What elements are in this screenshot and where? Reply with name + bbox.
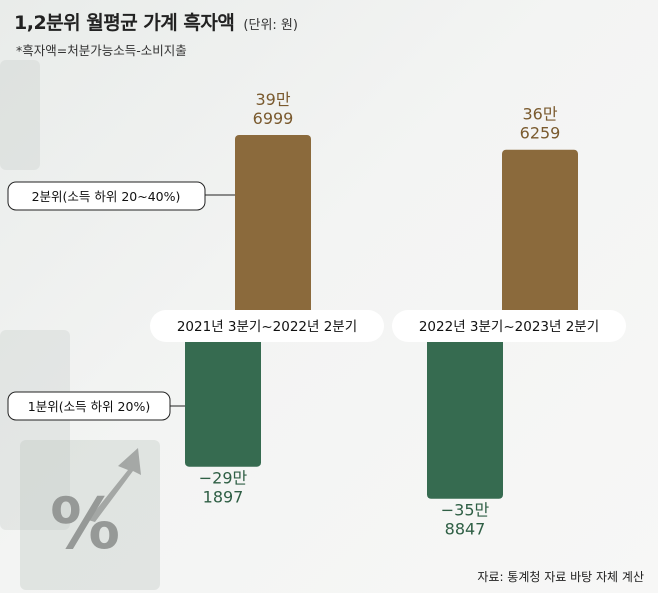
value-label-quintile1-2-2: 8847: [445, 520, 486, 539]
chart-title: 1,2분위 월평균 가계 흑자액: [14, 12, 235, 34]
percent-arrow-icon: %: [50, 448, 141, 565]
period-label-2: 2022년 3분기~2023년 2분기: [419, 319, 599, 335]
series-label-quintile2-text: 2분위(소득 하위 20~40%): [32, 189, 181, 204]
chart-subtitle: *흑자액=처분가능소득-소비지출: [16, 43, 187, 58]
value-label-quintile2-1-1: 39만: [255, 90, 290, 109]
series-label-quintile2: 2분위(소득 하위 20~40%): [7, 181, 206, 211]
value-label-quintile2-1-2: 6999: [253, 109, 294, 128]
value-label-quintile1-2-1: −35만: [441, 501, 490, 520]
series-label-quintile1-text: 1분위(소득 하위 20%): [28, 399, 150, 414]
svg-text:%: %: [50, 483, 120, 565]
title-row: 1,2분위 월평균 가계 흑자액 (단위: 원): [14, 8, 298, 35]
series-label-quintile1: 1분위(소득 하위 20%): [7, 391, 171, 421]
value-label-quintile2-2-2: 6259: [520, 124, 561, 143]
value-label-quintile1-1-2: 1897: [203, 488, 244, 507]
unit-label: (단위: 원): [243, 18, 298, 33]
value-label-quintile2-2-1: 36만: [522, 105, 557, 124]
period-label-1: 2021년 3분기~2022년 2분기: [177, 319, 357, 335]
bar-quintile2-1: [235, 135, 311, 325]
value-label-quintile1-1-1: −29만: [199, 469, 248, 488]
period-pill-2: 2022년 3분기~2023년 2분기: [392, 310, 626, 342]
source-note: 자료: 통계청 자료 바탕 자체 계산: [477, 570, 644, 584]
bar-quintile2-2: [502, 149, 578, 325]
bar-quintile1-2: [427, 327, 503, 499]
period-pill-1: 2021년 3분기~2022년 2분기: [150, 310, 384, 342]
bar-quintile1-1: [185, 327, 261, 467]
